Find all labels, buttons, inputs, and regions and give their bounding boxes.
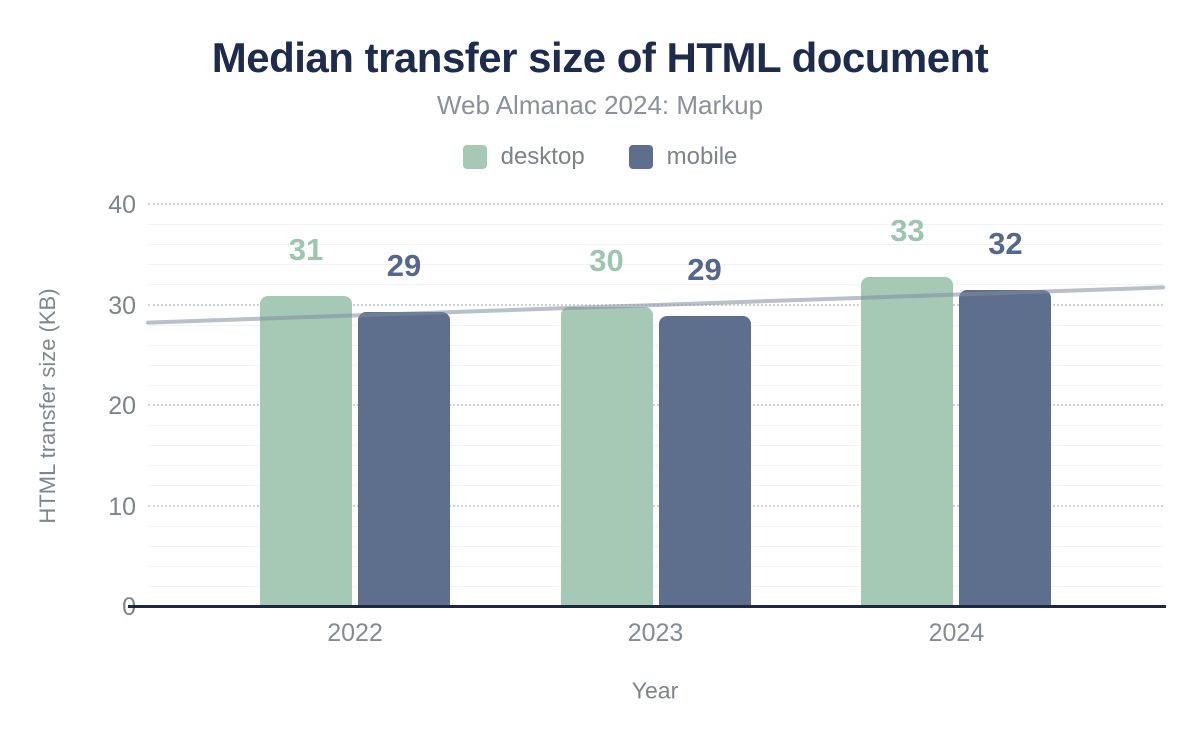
- value-label-mobile-2023: 29: [687, 251, 722, 287]
- bar-mobile-2022[interactable]: [358, 311, 451, 607]
- major-gridline-20: [148, 404, 1163, 406]
- minor-gridline-2: [148, 585, 1163, 587]
- trendline-path: [146, 285, 1165, 325]
- minor-gridline-32: [148, 284, 1163, 286]
- legend-label-desktop: desktop: [500, 143, 585, 170]
- value-label-mobile-2024: 32: [988, 226, 1023, 262]
- y-axis-title: HTML transfer size (KB): [35, 288, 60, 524]
- minor-gridline-12: [148, 485, 1163, 487]
- chart-title: Median transfer size of HTML document: [211, 34, 989, 81]
- x-tick-2022: 2022: [327, 619, 383, 647]
- legend-item-desktop[interactable]: desktop: [462, 143, 585, 171]
- x-tick-2023: 2023: [627, 619, 684, 647]
- trendline: [146, 285, 1165, 325]
- legend-swatch-desktop-icon: [462, 145, 487, 169]
- legend: desktop mobile: [0, 142, 1200, 172]
- y-tick-30: 30: [108, 291, 136, 320]
- minor-gridline-18: [148, 425, 1163, 427]
- legend-label-mobile: mobile: [666, 143, 738, 170]
- minor-gridline-36: [148, 244, 1163, 246]
- bar-desktop-2024[interactable]: [861, 277, 954, 607]
- y-tick-10: 10: [108, 492, 136, 521]
- minor-gridline-24: [148, 364, 1163, 366]
- major-gridline-40: [148, 203, 1163, 205]
- bar-desktop-2023[interactable]: [560, 306, 653, 607]
- minor-gridline-14: [148, 465, 1163, 467]
- minor-gridline-8: [148, 525, 1163, 527]
- minor-gridline-6: [148, 545, 1163, 547]
- y-tick-40: 40: [108, 191, 136, 219]
- bar-desktop-2022[interactable]: [260, 296, 353, 607]
- value-label-mobile-2022: 29: [386, 247, 422, 283]
- minor-gridline-38: [148, 224, 1163, 226]
- minor-gridline-26: [148, 344, 1163, 346]
- value-label-desktop-2023: 30: [589, 242, 624, 278]
- value-label-desktop-2022: 31: [288, 232, 324, 268]
- chart-subtitle: Web Almanac 2024: Markup: [436, 90, 764, 120]
- major-gridline-10: [148, 504, 1163, 507]
- y-tick-20: 20: [108, 392, 136, 420]
- legend-swatch-mobile-icon: [628, 145, 653, 169]
- value-label-desktop-2024: 33: [890, 213, 925, 249]
- x-axis-line: [128, 605, 1166, 608]
- x-tick-2024: 2024: [928, 619, 985, 647]
- legend-item-mobile[interactable]: mobile: [628, 143, 738, 171]
- minor-gridline-4: [148, 565, 1163, 567]
- bar-mobile-2023[interactable]: [658, 315, 751, 607]
- bar-mobile-2024[interactable]: [959, 290, 1052, 607]
- minor-gridline-34: [148, 264, 1163, 266]
- minor-gridline-22: [148, 384, 1163, 386]
- x-axis-title: Year: [631, 677, 679, 704]
- minor-gridline-16: [148, 445, 1163, 447]
- minor-gridline-28: [148, 324, 1163, 326]
